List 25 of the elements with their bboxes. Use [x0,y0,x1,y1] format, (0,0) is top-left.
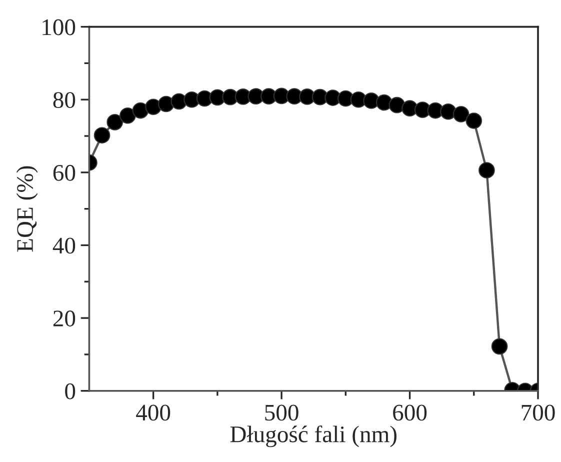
point [145,98,162,116]
point [478,162,495,178]
point [132,102,149,119]
y-tick-label: 100 [42,19,76,36]
point [388,96,406,114]
point [363,92,380,109]
x-tick-label: 400 [136,404,170,421]
y-tick-label: 20 [53,310,76,326]
x-tick-label: 600 [393,404,427,421]
x-axis-title: Długość fali (nm) [230,425,396,448]
y-tick-label: 60 [53,164,76,181]
x-tick-label: 500 [265,404,298,421]
point [452,106,470,122]
point [440,103,456,120]
point [94,127,110,144]
y-tick-label: 40 [52,238,76,254]
point [158,96,174,112]
point [376,94,392,111]
point [106,114,124,130]
point [120,107,136,124]
y-tick-label: 80 [53,92,76,108]
point [466,112,482,129]
x-tick-label: 700 [522,404,555,421]
y-axis-title: EQE (%) [16,166,38,252]
y-tick-label: 0 [65,383,76,400]
